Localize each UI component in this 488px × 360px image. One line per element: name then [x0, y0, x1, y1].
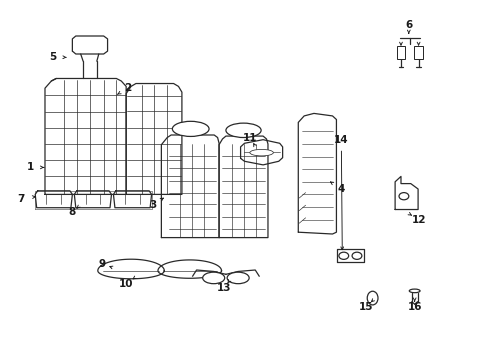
- Text: 8: 8: [69, 207, 76, 217]
- Text: 15: 15: [358, 302, 372, 312]
- FancyBboxPatch shape: [396, 46, 405, 59]
- Text: 4: 4: [337, 184, 345, 194]
- Ellipse shape: [408, 289, 419, 293]
- Text: 7: 7: [17, 194, 24, 204]
- Text: 11: 11: [243, 132, 257, 143]
- Text: 13: 13: [216, 283, 231, 293]
- Text: 12: 12: [411, 215, 426, 225]
- Text: 2: 2: [124, 83, 131, 93]
- Text: 9: 9: [98, 258, 105, 269]
- Text: 3: 3: [149, 200, 156, 210]
- Ellipse shape: [202, 272, 224, 284]
- Ellipse shape: [366, 291, 377, 305]
- Text: 16: 16: [407, 302, 421, 312]
- Ellipse shape: [225, 123, 261, 138]
- Text: 1: 1: [27, 162, 34, 172]
- Ellipse shape: [226, 272, 249, 284]
- Ellipse shape: [172, 121, 209, 136]
- Text: 14: 14: [333, 135, 348, 145]
- Text: 6: 6: [405, 20, 411, 30]
- FancyBboxPatch shape: [413, 46, 422, 59]
- Text: 5: 5: [49, 52, 56, 62]
- Ellipse shape: [249, 149, 273, 156]
- Text: 10: 10: [119, 279, 133, 289]
